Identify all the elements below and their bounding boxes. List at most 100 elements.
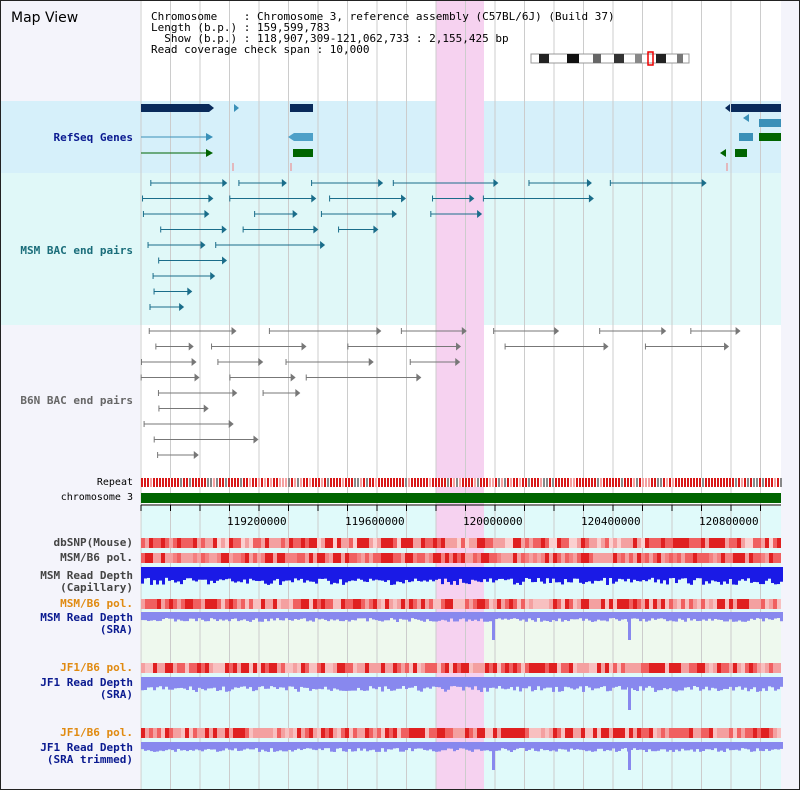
pol-cell [353,728,357,738]
depth-bar [438,567,441,579]
pol-cell [149,538,153,548]
depth-bar [690,742,693,750]
pol-cell [341,553,345,563]
pol-cell [225,599,229,609]
depth-bar [462,677,465,691]
track-label-msm-depth-capillary[interactable]: MSM Read Depth (Capillary) [40,570,133,594]
chromosome-ideogram[interactable] [530,51,690,66]
depth-bar [564,612,567,621]
bac-end-arrow [290,373,296,382]
depth-bar [429,742,432,750]
track-label-jf1-depth-trimmed[interactable]: JF1 Read Depth (SRA trimmed) [40,742,133,766]
pol-cell [581,663,585,673]
depth-bar [765,742,768,750]
depth-bar [333,567,336,583]
pol-cell [381,599,385,609]
pol-cell [157,599,161,609]
track-label-repeat[interactable]: Repeat [96,477,133,488]
repeat-block [507,478,509,487]
depth-bar [585,677,588,687]
depth-bar [579,567,582,583]
track-label-dbsnp[interactable]: dbSNP(Mouse) [53,536,133,549]
track-label-msm-depth-sra[interactable]: MSM Read Depth (SRA) [40,612,133,636]
pol-cell [717,553,721,563]
depth-bar [228,742,231,750]
pol-cell [245,663,249,673]
repeat-block [735,478,737,487]
b6n-bac-features[interactable] [140,327,741,459]
depth-bar [780,677,783,687]
repeat-block [495,478,497,487]
pol-cell [277,599,281,609]
repeat-block [636,478,638,487]
depth-bar [351,567,354,581]
depth-bar [405,742,408,751]
repeat-block [747,478,749,487]
repeat-block [591,478,593,487]
depth-bar [153,742,156,752]
track-label-refseq[interactable]: RefSeq Genes [53,131,133,144]
track-label-jf1-b6-pol-1[interactable]: JF1/B6 pol. [60,661,133,674]
track-label-chromosome[interactable]: chromosome 3 [60,492,133,503]
repeat-block [780,478,782,487]
repeat-block [762,478,764,487]
pol-cell [217,553,221,563]
pol-cell [485,538,489,548]
depth-bar [585,742,588,752]
track-label-b6n-bac[interactable]: B6N BAC end pairs [20,394,133,407]
refseq-gene-features[interactable] [141,104,781,171]
pol-cell [161,599,165,609]
depth-tracks[interactable] [141,567,783,770]
depth-bar [780,612,783,622]
pol-cell [753,553,757,563]
repeat-block [663,478,665,487]
depth-bar [558,567,561,583]
depth-bar [465,612,468,622]
pol-cell [517,663,521,673]
repeat-block [324,478,326,487]
pol-cell [265,663,269,673]
track-label-jf1-b6-pol-2[interactable]: JF1/B6 pol. [60,726,133,739]
repeat-block [273,478,275,487]
repeat-block [756,478,758,487]
depth-bar [756,567,759,583]
pol-cell [221,538,225,548]
pol-cell [325,553,329,563]
pol-cell [465,728,469,738]
depth-bar [363,742,366,749]
depth-bar [747,567,750,579]
pol-cell [725,538,729,548]
pol-cell [441,538,445,548]
depth-bar [201,567,204,580]
pol-cell [477,599,481,609]
pol-cell [273,553,277,563]
msm-bac-features[interactable] [142,179,707,311]
pol-cell [281,728,285,738]
track-label-msm-bac[interactable]: MSM BAC end pairs [20,244,133,257]
track-label-msm-b6-pol-2[interactable]: MSM/B6 pol. [60,597,133,610]
repeat-track[interactable] [141,478,782,487]
pol-cell [337,599,341,609]
axis-tick-label: 119600000 [345,515,405,528]
repeat-block [363,478,365,487]
depth-bar [192,567,195,581]
repeat-block [651,478,653,487]
depth-bar [633,612,636,619]
depth-bar [516,677,519,687]
depth-bar [684,567,687,579]
heat-tracks[interactable] [141,538,781,738]
depth-bar [168,677,171,690]
repeat-block [300,478,302,487]
depth-bar [183,677,186,689]
pol-cell [589,538,593,548]
pol-cell [389,663,393,673]
track-label-jf1-depth-sra[interactable]: JF1 Read Depth (SRA) [40,677,133,701]
depth-bar [399,612,402,619]
chromosome-bar[interactable] [141,493,781,503]
depth-bar [405,612,408,620]
track-label-msm-b6-pol-1[interactable]: MSM/B6 pol. [60,551,133,564]
pol-cell [261,599,265,609]
pol-cell [481,553,485,563]
pol-cell [405,663,409,673]
